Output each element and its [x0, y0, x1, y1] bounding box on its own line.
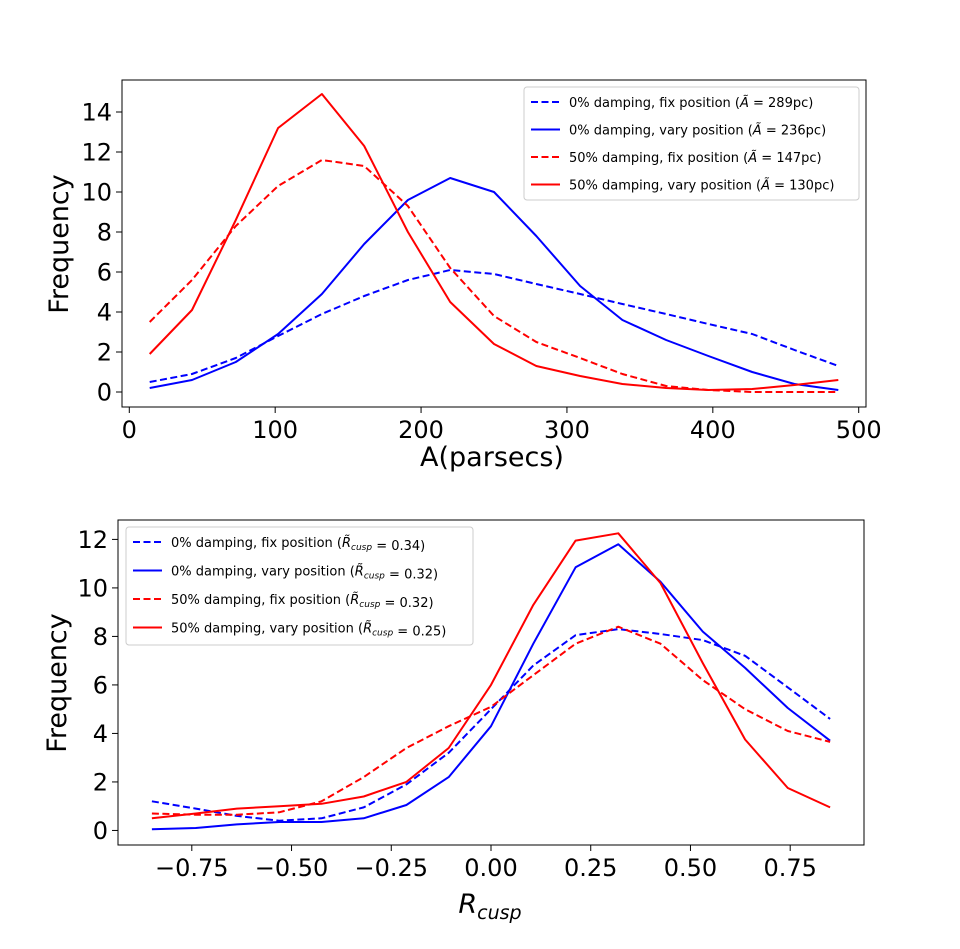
- series-line-3: [148, 93, 839, 391]
- x-tick-label: −0.25: [354, 854, 428, 882]
- y-tick-label: 10: [77, 574, 108, 602]
- legend-entry-3: 50% damping, vary position (R̃cusp = 0.2…: [171, 621, 446, 639]
- x-tick-label: −0.75: [155, 854, 229, 882]
- y-tick-label: 12: [81, 139, 112, 167]
- top-chart-panel: 0 100 200 300 400 500 0 2 4 6 8 10 12 14 A(parsecs) Fre…: [44, 79, 882, 473]
- x-tick-label: 400: [690, 416, 736, 444]
- y-tick-label: 12: [77, 526, 108, 554]
- y-axis-label: Frequency: [42, 613, 73, 753]
- series-line-1: [149, 177, 839, 391]
- x-tick-label: 0.00: [464, 854, 517, 882]
- legend-entry-0: 0% damping, fix position (R̃cusp = 0.34): [171, 536, 425, 554]
- x-tick-label: 0.25: [564, 854, 617, 882]
- x-tick-label: 200: [398, 416, 444, 444]
- y-tick-label: 0: [97, 379, 112, 407]
- legend-entry-2: 50% damping, fix position (R̃cusp = 0.32…: [171, 593, 434, 611]
- legend-entry-1: 0% damping, vary position (R̃cusp = 0.32…: [171, 564, 438, 582]
- x-axis-label: A(parsecs): [420, 442, 564, 473]
- x-axis-label: Rcusp: [458, 889, 521, 924]
- x-tick-label: 0: [122, 416, 137, 444]
- x-tick-label: 0.50: [664, 854, 717, 882]
- legend-entry-2: 50% damping, fix position (Ã = 147pc): [569, 150, 822, 166]
- legend-entry-0: 0% damping, fix position (Ã = 289pc): [569, 95, 813, 111]
- y-tick-label: 8: [93, 623, 108, 651]
- plot-frame: [121, 79, 867, 408]
- y-tick-label: 6: [97, 259, 112, 287]
- y-tick-label: 8: [97, 219, 112, 247]
- x-tick-label: 300: [544, 416, 590, 444]
- y-tick-label: 6: [93, 671, 108, 699]
- x-tick-label: 0.75: [763, 854, 816, 882]
- bottom-chart-panel: −0.75 −0.50 −0.25 0.00 0.25 0.50 0.75 0 2 4 6 8 10 12…: [42, 519, 865, 924]
- y-axis-label: Frequency: [44, 174, 75, 314]
- x-tick-label: −0.50: [255, 854, 329, 882]
- y-tick-label: 4: [97, 299, 112, 327]
- legend-box: [125, 526, 474, 646]
- y-tick-label: 14: [81, 99, 112, 127]
- legend-entry-1: 0% damping, vary position (Ã = 236pc): [569, 123, 826, 139]
- legend-box: [523, 86, 860, 201]
- y-tick-label: 2: [93, 768, 108, 796]
- series-line-0: [151, 628, 831, 822]
- x-tick-label: 500: [836, 416, 882, 444]
- legend-entry-3: 50% damping, vary position (Ã = 130pc): [569, 178, 834, 194]
- series-line-1: [151, 543, 831, 831]
- y-tick-label: 2: [97, 339, 112, 367]
- y-tick-label: 10: [81, 179, 112, 207]
- x-tick-label: 100: [252, 416, 298, 444]
- series-line-3: [151, 532, 831, 820]
- y-tick-label: 4: [93, 720, 108, 748]
- y-tick-label: 0: [93, 817, 108, 845]
